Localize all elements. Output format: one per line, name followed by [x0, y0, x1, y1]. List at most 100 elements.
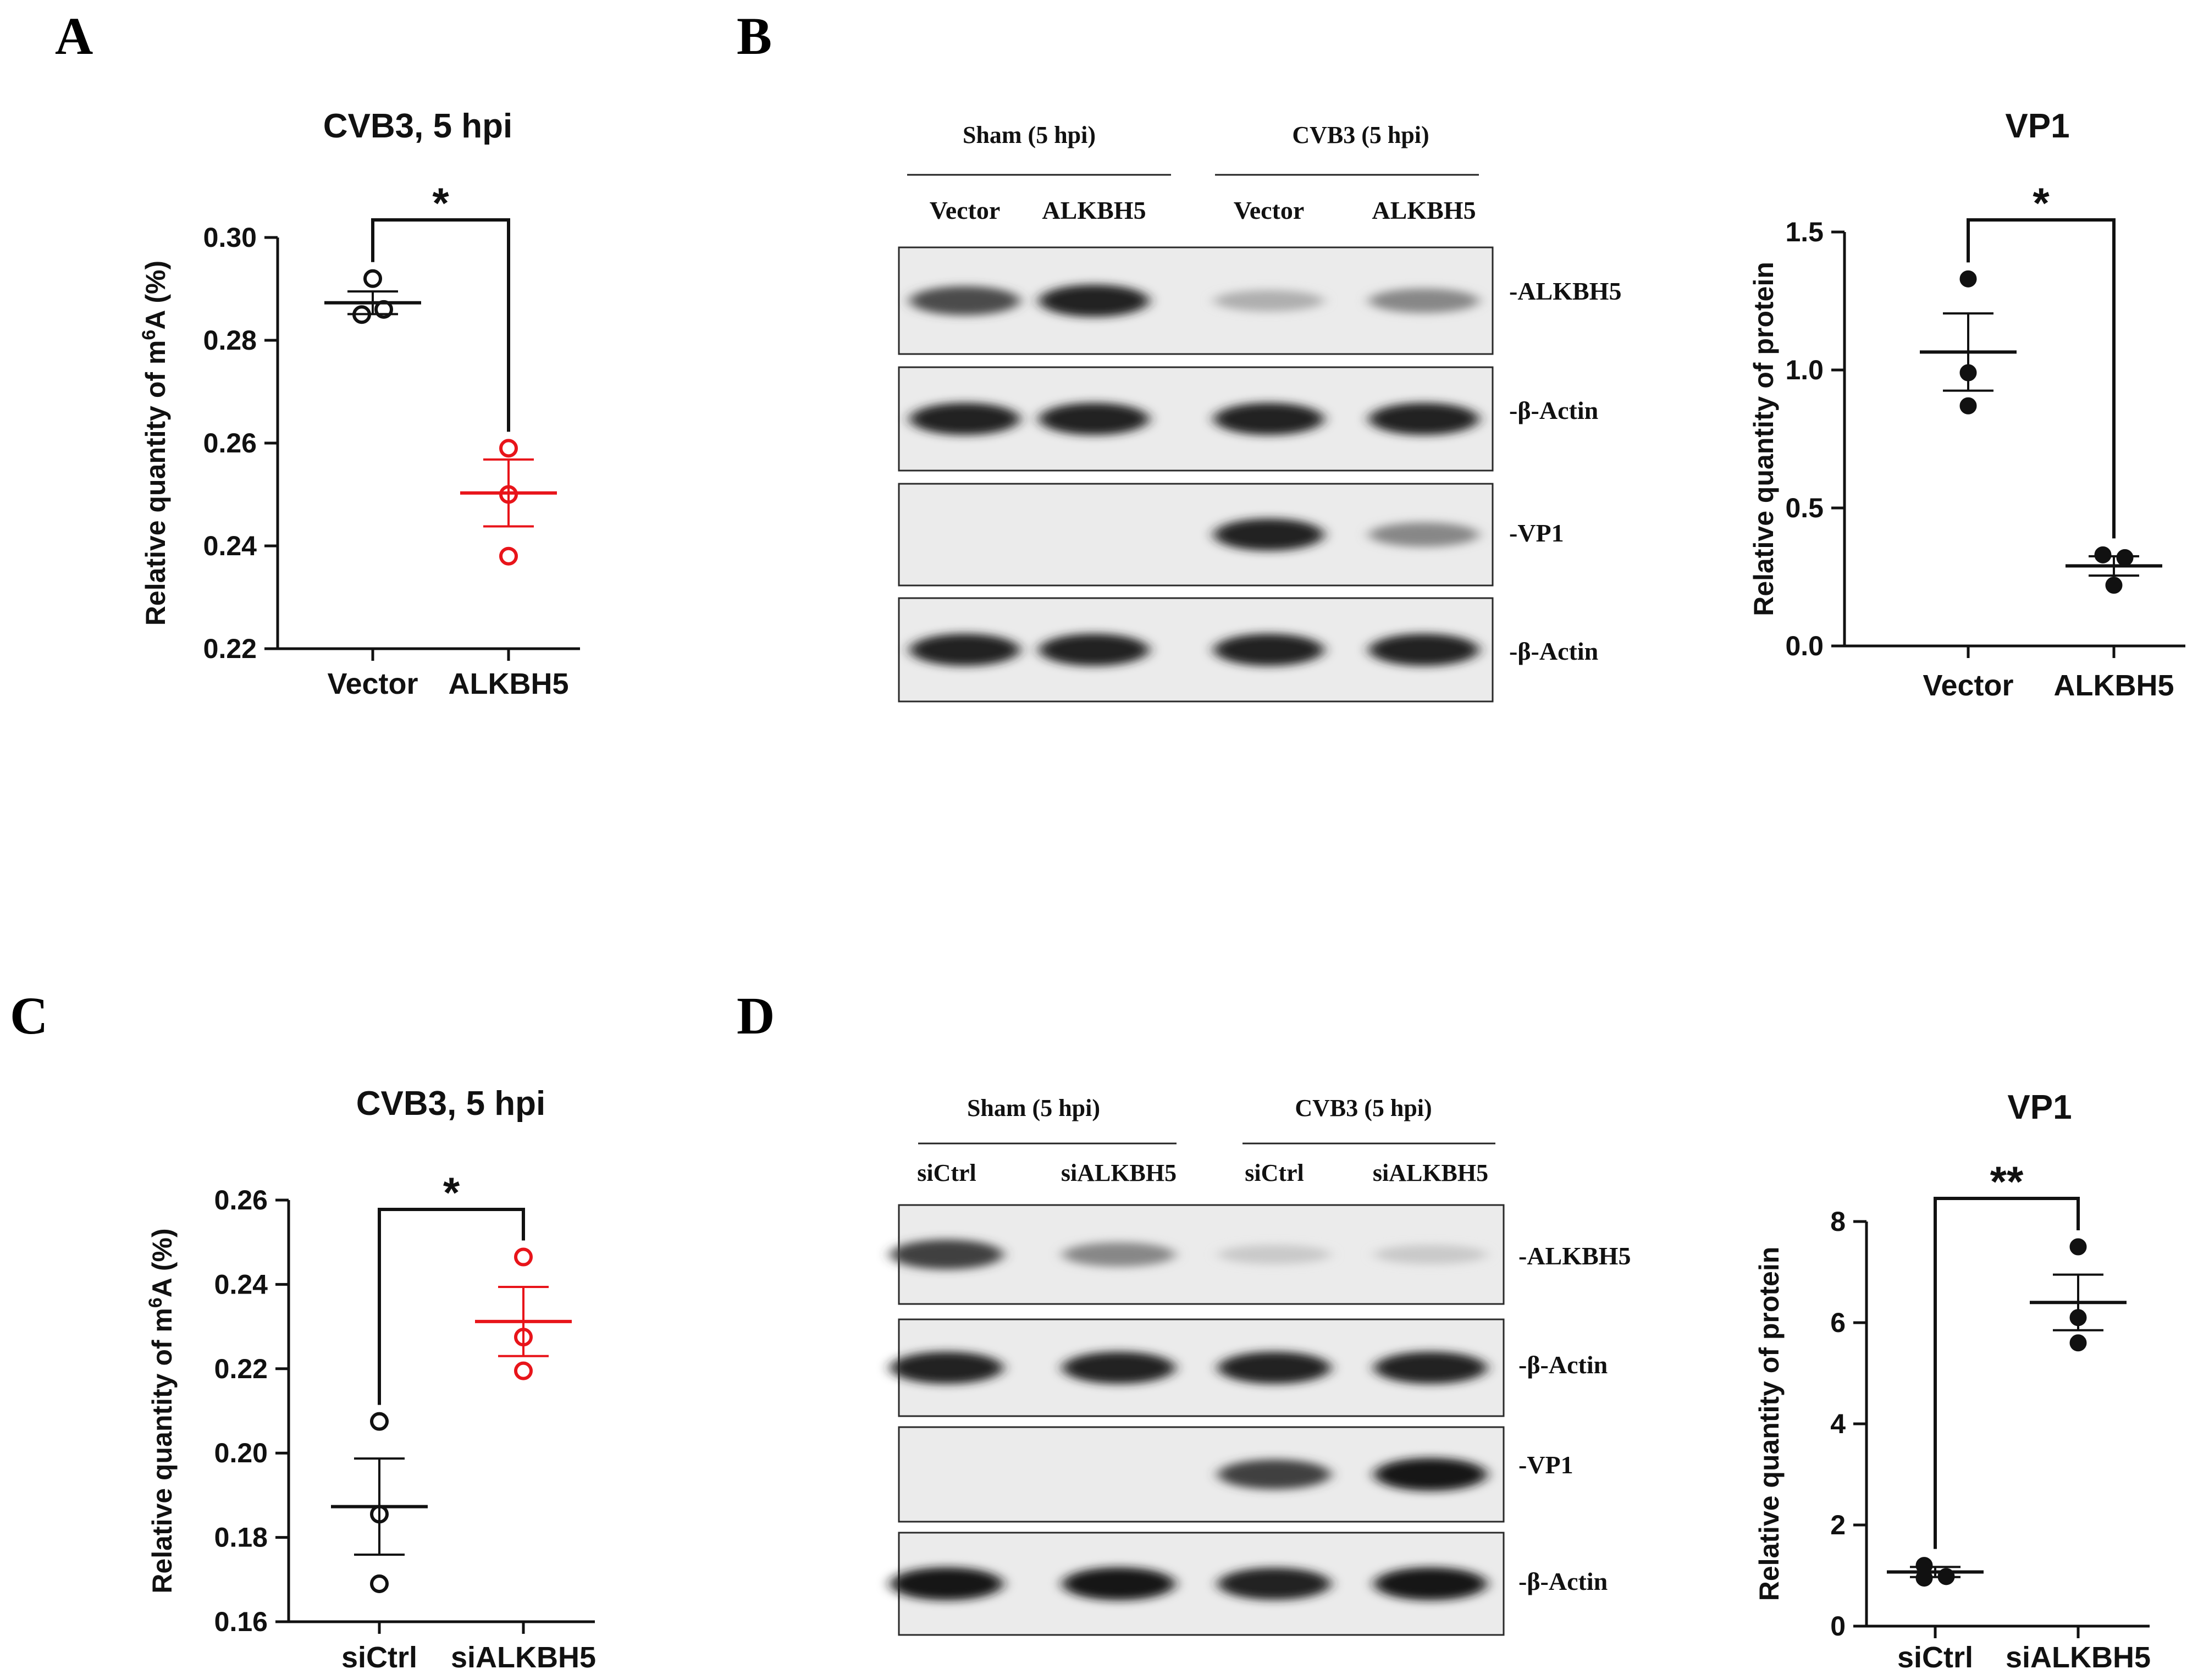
blot-band — [1374, 1458, 1487, 1491]
x-category-label: ALKBH5 — [448, 667, 568, 700]
blot-band — [1062, 1567, 1175, 1600]
blot-b-lane-3-label: Vector — [1234, 196, 1305, 224]
blot-b-lane-1-label: Vector — [930, 196, 1001, 224]
y-tick-label: 1.5 — [1785, 217, 1824, 247]
y-tick-label: 0.26 — [203, 428, 257, 458]
blot-band — [1369, 402, 1479, 435]
data-point — [514, 1247, 533, 1267]
blot-d-header-cvb3: CVB3 (5 hpi) — [1295, 1095, 1432, 1121]
blot-band — [1374, 1567, 1487, 1600]
blot-b-row-3-label: -VP1 — [1509, 519, 1564, 547]
significance-bracket — [371, 218, 510, 432]
blot-band — [890, 1239, 1003, 1270]
panel-letter-c: C — [10, 986, 48, 1045]
blot-band — [1218, 1351, 1331, 1384]
x-category-label: Vector — [1923, 669, 2013, 702]
blot-band — [1369, 288, 1479, 313]
blot-band — [910, 633, 1020, 666]
western-blot-b: Sham (5 hpi) CVB3 (5 hpi) Vector ALKBH5 … — [898, 121, 1621, 703]
chart-title: VP1 — [2007, 1088, 2072, 1126]
data-point — [2116, 549, 2134, 566]
x-category-label: Vector — [327, 667, 418, 700]
blot-d-row-2-label: -β-Actin — [1518, 1351, 1608, 1379]
blot-b-header-cvb3: CVB3 (5 hpi) — [1292, 121, 1429, 148]
blot-band — [1062, 1242, 1175, 1267]
y-tick-label: 0.28 — [203, 325, 257, 356]
blot-band — [1039, 633, 1149, 666]
x-category-label: siALKBH5 — [451, 1641, 596, 1674]
significance-bracket — [1967, 218, 2116, 539]
x-category-label: siCtrl — [341, 1641, 417, 1674]
chart-a: CVB3, 5 hpi 0.22 0.24 0.26 0.28 0.30 Vector ALK… — [139, 107, 580, 700]
significance-marker: * — [443, 1168, 460, 1217]
blot-b-lane-2-label: ALKBH5 — [1042, 196, 1146, 224]
blot-d-lane-2-label: siALKBH5 — [1061, 1159, 1177, 1186]
blot-band — [910, 286, 1020, 316]
y-tick-label: 2 — [1830, 1510, 1846, 1540]
blot-d-lane-4-label: siALKBH5 — [1373, 1159, 1488, 1186]
blot-band — [910, 402, 1020, 435]
panel-letter-b: B — [737, 7, 772, 65]
panel-letter-a: A — [55, 7, 93, 65]
x-category-label: siALKBH5 — [2006, 1641, 2151, 1674]
y-axis-label: Relative quantity of m6A (%) — [145, 1228, 178, 1593]
blot-band — [890, 1567, 1003, 1600]
blot-d-row-1-label: -ALKBH5 — [1518, 1242, 1631, 1270]
blot-band — [1214, 402, 1324, 435]
blot-band — [1062, 1351, 1175, 1384]
chart-b: VP1 0.0 0.5 1.0 1.5 Vector ALKBH5 Relative quan… — [1748, 107, 2185, 702]
blot-d-lane-1-label: siCtrl — [917, 1159, 976, 1186]
data-point — [499, 439, 518, 458]
chart-title: CVB3, 5 hpi — [323, 107, 513, 145]
data-point — [1959, 270, 1977, 288]
y-tick-label: 0.24 — [203, 530, 257, 561]
chart-title: VP1 — [2005, 107, 2069, 145]
blot-b-row-2-label: -β-Actin — [1509, 396, 1598, 424]
blot-band — [1374, 1245, 1487, 1264]
data-point — [370, 1412, 389, 1431]
data-point — [499, 546, 518, 566]
blot-band — [1218, 1245, 1331, 1264]
blot-band — [1374, 1351, 1487, 1384]
blot-b-row-4-label: -β-Actin — [1509, 637, 1598, 665]
data-point — [2069, 1334, 2087, 1352]
y-tick-label: 0.24 — [214, 1269, 268, 1300]
chart-title: CVB3, 5 hpi — [356, 1085, 546, 1123]
blot-d-row-3-label: -VP1 — [1518, 1451, 1573, 1479]
blot-band — [1214, 290, 1324, 312]
data-point — [2105, 577, 2123, 594]
data-point — [2069, 1238, 2087, 1256]
chart-d: VP1 0 2 4 6 8 siCtrl siALKBH5 Relative quantity … — [1754, 1088, 2151, 1674]
data-point — [514, 1361, 533, 1380]
y-tick-label: 0.30 — [203, 222, 257, 253]
y-tick-label: 0.26 — [214, 1185, 268, 1215]
y-tick-label: 6 — [1830, 1307, 1846, 1338]
data-point — [1959, 397, 1977, 415]
blot-band — [1214, 518, 1324, 551]
blot-band — [1039, 284, 1149, 317]
y-tick-label: 0.20 — [214, 1438, 268, 1468]
y-tick-label: 4 — [1830, 1408, 1846, 1439]
y-tick-label: 0.5 — [1785, 493, 1824, 523]
blot-band — [1369, 522, 1479, 547]
y-tick-label: 8 — [1830, 1206, 1846, 1237]
blot-b-row-1-label: -ALKBH5 — [1509, 277, 1621, 305]
y-tick-label: 0.22 — [203, 633, 257, 664]
blot-b-lane-4-label: ALKBH5 — [1372, 196, 1476, 224]
blot-d-lane-3-label: siCtrl — [1245, 1159, 1304, 1186]
blot-band — [1369, 633, 1479, 666]
significance-marker: * — [2033, 179, 2050, 227]
x-category-label: siCtrl — [1897, 1641, 1973, 1674]
blot-band — [1218, 1567, 1331, 1600]
blot-band — [1218, 1459, 1331, 1490]
data-point — [370, 1574, 389, 1593]
x-category-label: ALKBH5 — [2053, 669, 2174, 702]
charts-layer: CVB3, 5 hpi 0.22 0.24 0.26 0.28 0.30 Vector ALK… — [139, 107, 2185, 1674]
blot-band — [1214, 633, 1324, 666]
significance-marker: * — [432, 179, 449, 227]
blot-b-header-sham: Sham (5 hpi) — [963, 121, 1096, 148]
y-tick-label: 0.0 — [1785, 631, 1824, 661]
significance-marker: ** — [1990, 1157, 2024, 1206]
y-tick-label: 1.0 — [1785, 355, 1824, 385]
blot-d-header-sham: Sham (5 hpi) — [967, 1095, 1100, 1121]
